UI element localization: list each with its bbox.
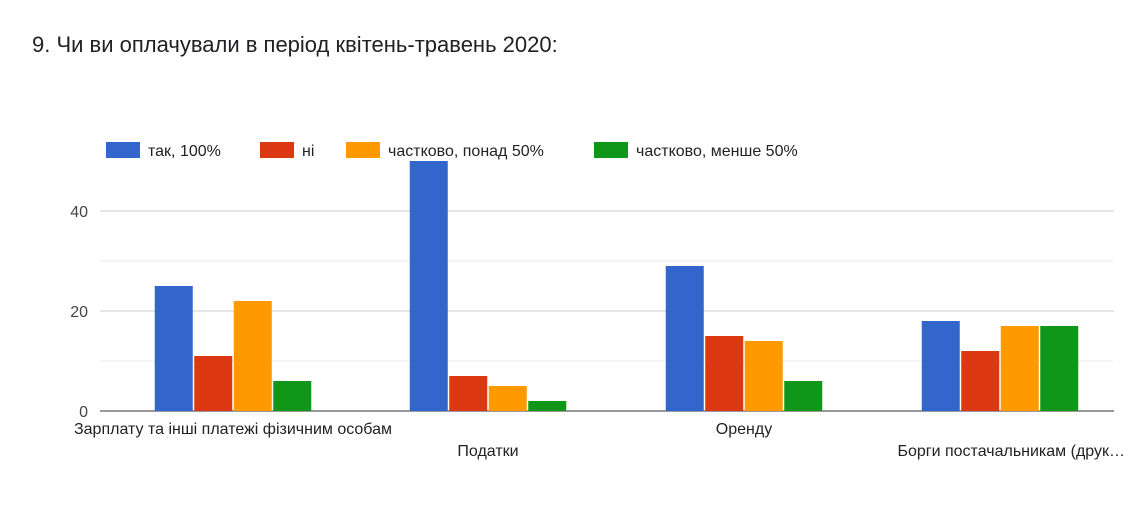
legend-swatch <box>106 142 140 158</box>
category-label: Зарплату та інші платежі фізичним особам <box>74 421 392 438</box>
bar-1-3[interactable] <box>528 401 567 411</box>
legend-item[interactable]: так, 100% <box>106 142 221 160</box>
y-tick-label: 20 <box>70 304 88 321</box>
legend-item[interactable]: частково, менше 50% <box>594 142 798 160</box>
legend[interactable]: так, 100% ні частково, понад 50% частково, … <box>106 142 798 160</box>
bar-2-1[interactable] <box>705 336 744 411</box>
legend-swatch <box>346 142 380 158</box>
category-label: Борги постачальникам (друк… <box>897 443 1125 460</box>
legend-swatch <box>260 142 294 158</box>
legend-swatch <box>594 142 628 158</box>
axis-layer: 0 20 40 Зарплату та інші платежі фізичним о… <box>70 204 1125 460</box>
legend-label: так, 100% <box>148 143 221 160</box>
bar-2-3[interactable] <box>784 381 823 411</box>
question-title: 9. Чи ви оплачували в період квітень-тра… <box>32 32 558 57</box>
legend-label: частково, менше 50% <box>636 143 798 160</box>
category-label: Податки <box>457 443 518 460</box>
bar-2-2[interactable] <box>744 341 783 411</box>
bar-3-3[interactable] <box>1040 326 1079 411</box>
bar-1-1[interactable] <box>449 376 488 411</box>
bar-3-1[interactable] <box>961 351 1000 411</box>
bar-0-0[interactable] <box>154 286 193 411</box>
legend-label: ні <box>302 143 314 160</box>
bar-0-2[interactable] <box>233 301 272 411</box>
bar-1-2[interactable] <box>488 386 527 411</box>
bars-layer <box>154 161 1079 411</box>
y-tick-label: 0 <box>79 404 88 421</box>
bar-3-2[interactable] <box>1000 326 1039 411</box>
bar-1-0[interactable] <box>409 161 448 411</box>
legend-item[interactable]: ні <box>260 142 314 160</box>
category-label: Оренду <box>716 421 772 438</box>
legend-label: частково, понад 50% <box>388 143 544 160</box>
legend-item[interactable]: частково, понад 50% <box>346 142 544 160</box>
bar-3-0[interactable] <box>921 321 960 411</box>
bar-0-1[interactable] <box>194 356 233 411</box>
bar-0-3[interactable] <box>273 381 312 411</box>
bar-2-0[interactable] <box>665 266 704 411</box>
y-tick-label: 40 <box>70 204 88 221</box>
